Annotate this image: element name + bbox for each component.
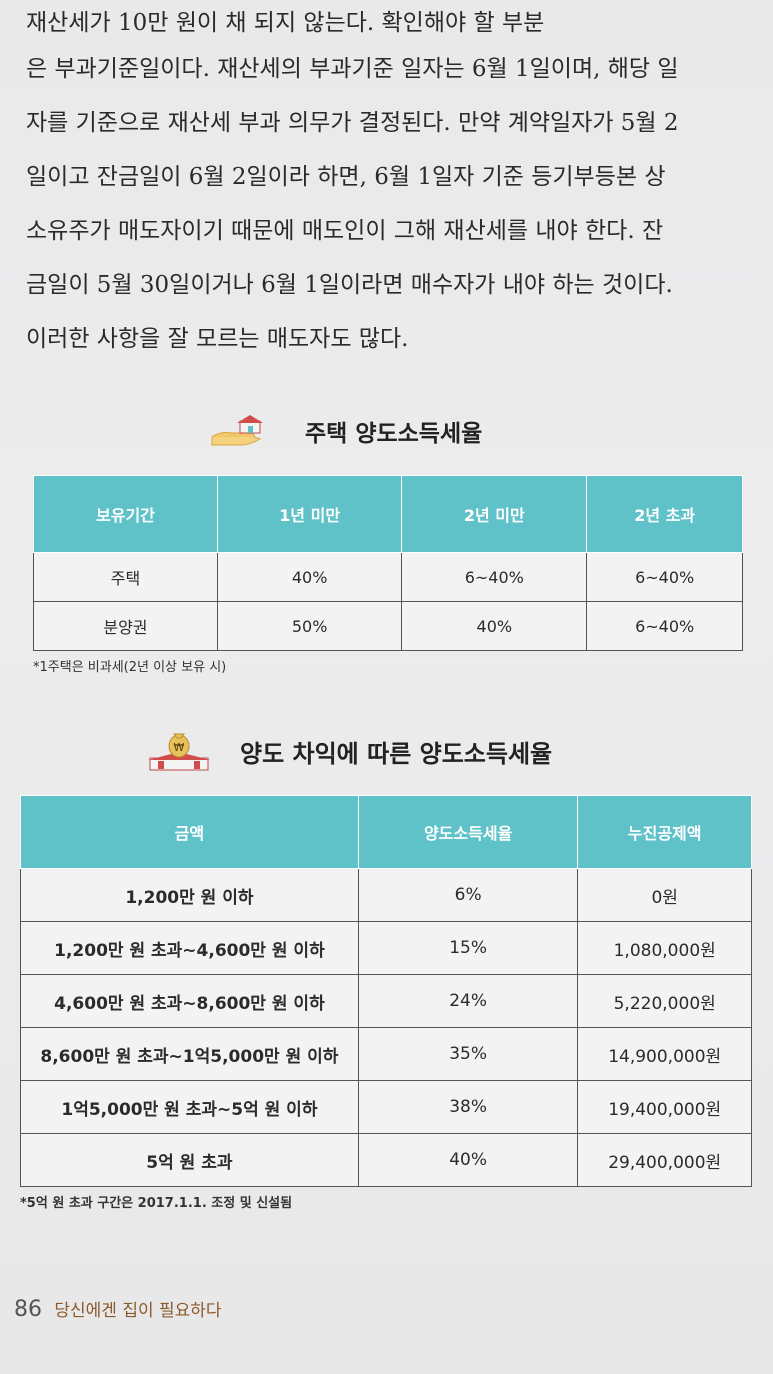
table-cell: 1,200만 원 초과~4,600만 원 이하: [20, 921, 359, 975]
table-cell: 29,400,000원: [577, 1133, 752, 1187]
table-cell: 15%: [357, 921, 579, 975]
table2-title: 양도 차익에 따른 양도소득세율: [240, 740, 553, 768]
table-cell: 5억 원 초과: [20, 1133, 359, 1187]
table-cell: 분양권: [33, 601, 218, 651]
body-line: 일이고 잔금일이 6월 2일이라 하면, 6월 1일자 기준 등기부등본 상: [26, 164, 666, 190]
table-cell: 6%: [357, 868, 579, 922]
body-paragraph: 재산세가 10만 원이 채 되지 않는다. 확인해야 할 부분 은 부과기준일이…: [26, 0, 746, 366]
table-cell: 40%: [401, 601, 588, 651]
table-cell: 38%: [357, 1080, 579, 1134]
table-cell: 6~40%: [586, 601, 743, 651]
page-number: 86: [14, 1297, 42, 1322]
table-cell: 6~40%: [586, 552, 743, 602]
column-header: 양도소득세율: [357, 795, 579, 869]
capital-gains-tax-table: 금액 양도소득세율 누진공제액 1,200만 원 이하 6% 0원 1,200만…: [20, 795, 752, 1187]
table-cell: 8,600만 원 초과~1억5,000만 원 이하: [20, 1027, 359, 1081]
holding-period-tax-table: 보유기간 1년 미만 2년 미만 2년 초과 주택 40% 6~40% 6~40…: [33, 475, 743, 651]
table-row: 주택 40% 6~40% 6~40%: [33, 552, 743, 602]
table-row: 5억 원 초과 40% 29,400,000원: [20, 1133, 752, 1187]
table-cell: 0원: [577, 868, 752, 922]
table-cell: 5,220,000원: [577, 974, 752, 1028]
column-header: 2년 초과: [586, 475, 743, 553]
body-line: 자를 기준으로 재산세 부과 의무가 결정된다. 만약 계약일자가 5월 2: [26, 110, 679, 136]
body-line: 소유주가 매도자이기 때문에 매도인이 그해 재산세를 내야 한다. 잔: [26, 218, 664, 244]
column-header: 보유기간: [33, 475, 218, 553]
table-cell: 1,200만 원 이하: [20, 868, 359, 922]
table-cell: 14,900,000원: [577, 1027, 752, 1081]
table-row: 4,600만 원 초과~8,600만 원 이하 24% 5,220,000원: [20, 974, 752, 1028]
table-cell: 40%: [216, 552, 403, 602]
table-row: 분양권 50% 40% 6~40%: [33, 601, 743, 651]
body-line: 이러한 사항을 잘 모르는 매도자도 많다.: [26, 326, 409, 352]
column-header: 누진공제액: [577, 795, 752, 869]
table-cell: 1억5,000만 원 초과~5억 원 이하: [20, 1080, 359, 1134]
body-line: 금일이 5월 30일이거나 6월 1일이라면 매수자가 내야 하는 것이다.: [26, 272, 673, 298]
table-row: 1억5,000만 원 초과~5억 원 이하 38% 19,400,000원: [20, 1080, 752, 1134]
table-cell: 40%: [357, 1133, 579, 1187]
table-cell: 35%: [357, 1027, 579, 1081]
hand-house-icon: [211, 415, 263, 446]
body-line: 재산세가 10만 원이 채 되지 않는다. 확인해야 할 부분: [26, 10, 545, 36]
column-header: 2년 미만: [401, 475, 588, 553]
table-cell: 1,080,000원: [577, 921, 752, 975]
table-cell: 24%: [357, 974, 579, 1028]
table-row: 1,200만 원 이하 6% 0원: [20, 868, 752, 922]
table-cell: 50%: [216, 601, 403, 651]
table-header-row: 금액 양도소득세율 누진공제액: [20, 795, 752, 869]
table1-title: 주택 양도소득세율: [305, 421, 483, 447]
table-cell: 4,600만 원 초과~8,600만 원 이하: [20, 974, 359, 1028]
table-row: 8,600만 원 초과~1억5,000만 원 이하 35% 14,900,000…: [20, 1027, 752, 1081]
table-cell: 6~40%: [401, 552, 588, 602]
table2-note: *5억 원 초과 구간은 2017.1.1. 조정 및 신설됨: [20, 1196, 293, 1211]
table-cell: 19,400,000원: [577, 1080, 752, 1134]
table-cell: 주택: [33, 552, 218, 602]
money-bag-icon: ₩: [148, 733, 210, 771]
table-row: 1,200만 원 초과~4,600만 원 이하 15% 1,080,000원: [20, 921, 752, 975]
column-header: 금액: [20, 795, 359, 869]
table-header-row: 보유기간 1년 미만 2년 미만 2년 초과: [33, 475, 743, 553]
table1-note: *1주택은 비과세(2년 이상 보유 시): [33, 660, 227, 675]
svg-text:₩: ₩: [174, 741, 185, 754]
page-footer: 86 당신에겐 집이 필요하다: [14, 1296, 222, 1322]
book-title: 당신에겐 집이 필요하다: [54, 1301, 222, 1321]
body-line: 은 부과기준일이다. 재산세의 부과기준 일자는 6월 1일이며, 해당 일: [26, 56, 679, 82]
column-header: 1년 미만: [216, 475, 403, 553]
